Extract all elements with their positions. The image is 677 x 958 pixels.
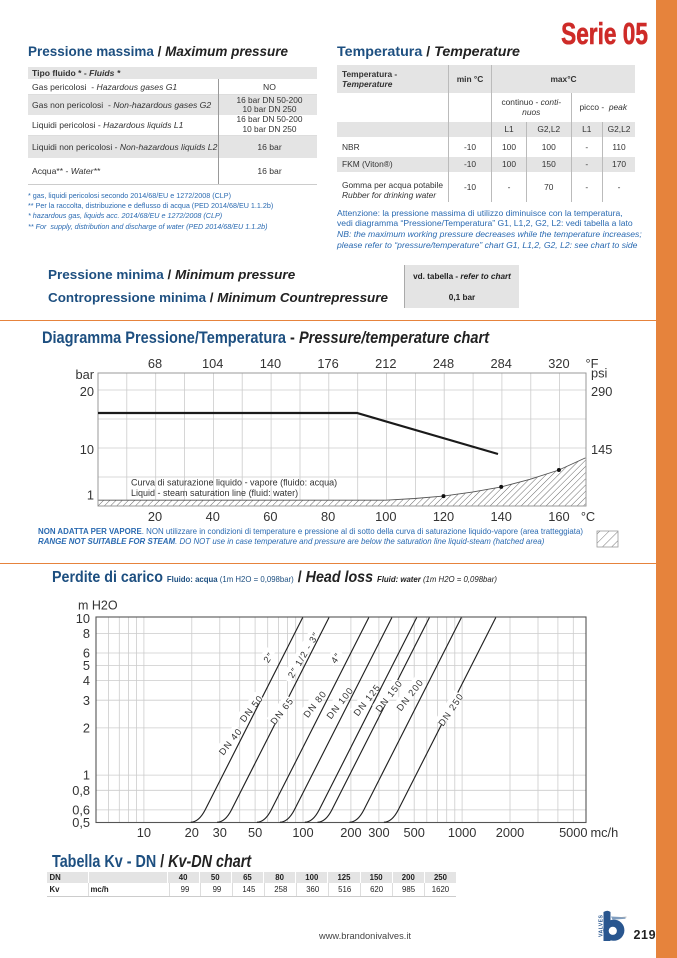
svg-text:0,6: 0,6 xyxy=(72,803,90,818)
svg-text:320: 320 xyxy=(548,356,569,371)
svg-text:0,8: 0,8 xyxy=(72,783,90,798)
svg-text:6: 6 xyxy=(83,646,90,661)
svg-text:2000: 2000 xyxy=(496,825,524,840)
svg-text:10: 10 xyxy=(137,825,151,840)
svg-text:120: 120 xyxy=(433,509,454,524)
svg-text:0,5: 0,5 xyxy=(72,815,90,830)
svg-text:m H2O: m H2O xyxy=(78,599,118,613)
svg-text:mc/h: mc/h xyxy=(591,825,619,840)
svg-text:1: 1 xyxy=(83,768,90,783)
svg-text:176: 176 xyxy=(317,356,338,371)
svg-text:bar: bar xyxy=(76,367,95,382)
svg-text:290: 290 xyxy=(591,384,612,399)
svg-text:5: 5 xyxy=(83,658,90,673)
svg-text:248: 248 xyxy=(433,356,454,371)
svg-text:°F: °F xyxy=(586,356,599,371)
svg-text:200: 200 xyxy=(340,825,361,840)
svg-text:140: 140 xyxy=(260,356,281,371)
svg-text:5000: 5000 xyxy=(559,825,587,840)
svg-text:VALVES: VALVES xyxy=(599,914,605,937)
svg-text:4: 4 xyxy=(83,673,90,688)
svg-text:psi: psi xyxy=(591,366,607,381)
svg-text:8: 8 xyxy=(83,626,90,641)
svg-text:2″: 2″ xyxy=(262,650,276,664)
svg-text:160: 160 xyxy=(548,509,569,524)
svg-text:2: 2 xyxy=(83,721,90,736)
svg-text:20: 20 xyxy=(148,509,162,524)
svg-text:2″ 1/2 - 3″: 2″ 1/2 - 3″ xyxy=(286,630,321,679)
svg-text:500: 500 xyxy=(404,825,425,840)
svg-text:60: 60 xyxy=(263,509,277,524)
svg-text:°C: °C xyxy=(581,509,595,524)
svg-text:1: 1 xyxy=(87,488,94,503)
svg-text:68: 68 xyxy=(148,356,162,371)
svg-text:104: 104 xyxy=(202,356,223,371)
svg-text:80: 80 xyxy=(321,509,335,524)
svg-text:140: 140 xyxy=(491,509,512,524)
svg-text:145: 145 xyxy=(591,442,612,457)
svg-text:3: 3 xyxy=(83,693,90,708)
svg-text:10: 10 xyxy=(80,442,94,457)
svg-text:284: 284 xyxy=(491,356,512,371)
svg-text:30: 30 xyxy=(213,825,227,840)
svg-text:1000: 1000 xyxy=(448,825,476,840)
svg-text:40: 40 xyxy=(206,509,220,524)
svg-text:300: 300 xyxy=(368,825,389,840)
svg-text:Liquid - steam saturation line: Liquid - steam saturation line (fluid: w… xyxy=(131,488,298,498)
svg-text:4″: 4″ xyxy=(329,651,343,665)
svg-text:20: 20 xyxy=(185,825,199,840)
svg-text:50: 50 xyxy=(248,825,262,840)
svg-text:Curva di saturazione liquido -: Curva di saturazione liquido - vapore (f… xyxy=(131,478,337,488)
svg-text:10: 10 xyxy=(76,611,90,626)
svg-text:20: 20 xyxy=(80,384,94,399)
svg-text:100: 100 xyxy=(375,509,396,524)
svg-text:100: 100 xyxy=(292,825,313,840)
svg-text:212: 212 xyxy=(375,356,396,371)
